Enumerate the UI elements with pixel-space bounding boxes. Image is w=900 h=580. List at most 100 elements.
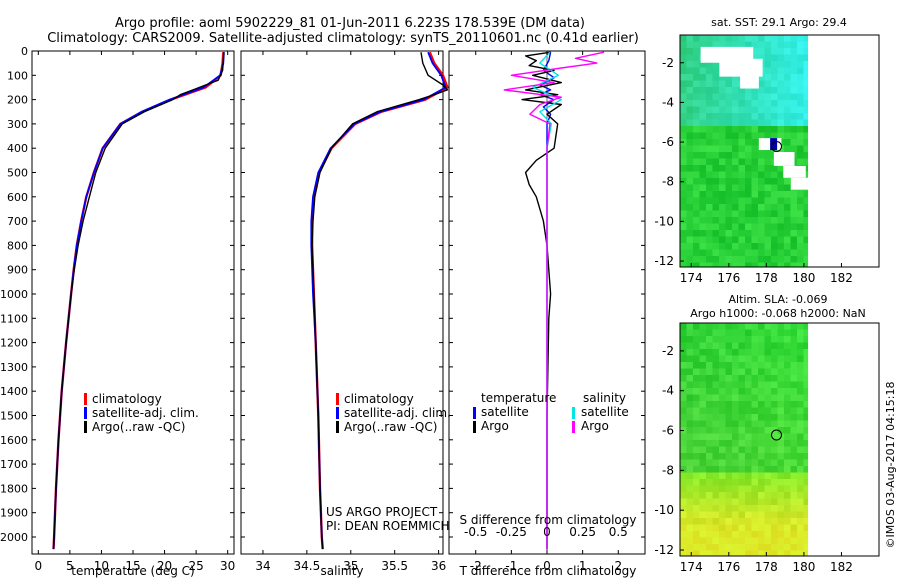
map-cell xyxy=(784,204,791,211)
map-cell xyxy=(784,433,791,441)
map-cell xyxy=(764,368,772,376)
y-tick-label: 200 xyxy=(7,94,28,107)
map-cell xyxy=(784,518,791,525)
y-tick-label: 800 xyxy=(7,239,28,252)
map-cell xyxy=(725,466,733,473)
map-cell xyxy=(732,459,739,467)
map-cell xyxy=(758,262,765,268)
x-tick-label: -2 xyxy=(470,559,482,573)
map-cell xyxy=(680,184,687,192)
map-cell xyxy=(680,87,687,94)
map-cell xyxy=(693,524,700,532)
map-cell xyxy=(693,381,700,389)
map-cell xyxy=(797,375,804,382)
map-cell xyxy=(764,472,772,480)
map-cell xyxy=(764,54,772,62)
map-cell xyxy=(797,368,804,376)
map-cell xyxy=(738,492,746,499)
difference-panel: -2 -1 0 1 2 -0.5 -0.25 0 0.25 0.5 T difference fr… xyxy=(448,50,646,578)
map-cell xyxy=(706,41,713,49)
legend-s-argo: Argo xyxy=(581,419,609,433)
map-cell xyxy=(719,132,726,140)
map-cell xyxy=(719,249,726,257)
map-cell xyxy=(771,472,778,480)
map-cell xyxy=(719,440,726,447)
map-cell xyxy=(758,433,765,441)
map-cell xyxy=(790,466,798,473)
map-cell xyxy=(699,41,707,49)
map-cell xyxy=(725,414,733,421)
map-cell xyxy=(686,329,694,337)
map-cell xyxy=(745,485,752,493)
map-cell xyxy=(797,355,804,363)
map-cell xyxy=(777,204,785,211)
map-cell xyxy=(693,342,700,350)
y-tick-label: 300 xyxy=(7,118,28,131)
map-cell xyxy=(712,217,720,224)
map-cell xyxy=(738,433,746,441)
map-cell xyxy=(771,67,778,75)
map-cell xyxy=(699,440,707,447)
map-cell xyxy=(745,394,752,402)
s-tick-label: 0 xyxy=(543,525,551,539)
map-cell xyxy=(712,394,720,402)
map-cell xyxy=(719,453,726,460)
map-cell xyxy=(686,249,694,257)
map-cell xyxy=(790,249,798,257)
map-cell xyxy=(712,485,720,493)
series-climatology xyxy=(310,51,449,550)
map-cell xyxy=(719,518,726,525)
map-cell xyxy=(712,531,720,538)
map-cell xyxy=(738,355,746,363)
map-cell xyxy=(764,256,772,263)
map-cell xyxy=(751,453,759,460)
map-cell xyxy=(797,407,804,415)
map-cell xyxy=(784,48,791,55)
map-cell xyxy=(771,41,778,49)
map-cell xyxy=(706,407,713,415)
map-cell xyxy=(803,362,809,369)
map-cell xyxy=(764,236,772,244)
cloud-mask xyxy=(783,165,806,178)
map-cell xyxy=(738,87,746,94)
map-cell xyxy=(764,381,772,389)
map-cell xyxy=(751,197,759,205)
map-cell xyxy=(803,41,809,49)
map-cell xyxy=(777,61,785,68)
map-cell xyxy=(777,243,785,250)
map-cell xyxy=(758,518,765,525)
map-cell xyxy=(699,230,707,237)
map-cell xyxy=(797,80,804,88)
map-cell xyxy=(745,407,752,415)
map-cell xyxy=(777,492,785,499)
map-cell xyxy=(693,485,700,493)
x-tick-label: 25 xyxy=(188,559,203,573)
map-cell xyxy=(732,100,739,107)
map-cell xyxy=(745,453,752,460)
map-cell xyxy=(758,479,765,486)
map-cell xyxy=(712,336,720,343)
x-tick-label: 36 xyxy=(431,559,446,573)
map-cell xyxy=(803,152,809,159)
map-cell xyxy=(758,414,765,421)
map-cell xyxy=(732,80,739,88)
y-tick-label: -2 xyxy=(662,56,674,70)
map-cell xyxy=(693,466,700,473)
map-cell xyxy=(751,342,759,350)
map-cell xyxy=(699,262,707,268)
map-cell xyxy=(777,459,785,467)
map-cell xyxy=(686,67,694,75)
t-difference-xlabel: T difference from climatology xyxy=(459,564,637,578)
argo-position-marker xyxy=(770,140,782,152)
map-cell xyxy=(797,453,804,460)
map-cell xyxy=(686,537,694,545)
map-cell xyxy=(680,544,687,551)
map-cell xyxy=(784,524,791,532)
map-cell xyxy=(732,243,739,250)
map-cell xyxy=(699,518,707,525)
map-cell xyxy=(784,178,791,185)
map-cell xyxy=(738,178,746,185)
y-tick-label: -8 xyxy=(662,463,674,477)
map-cell xyxy=(686,48,694,55)
map-cell xyxy=(777,54,785,62)
